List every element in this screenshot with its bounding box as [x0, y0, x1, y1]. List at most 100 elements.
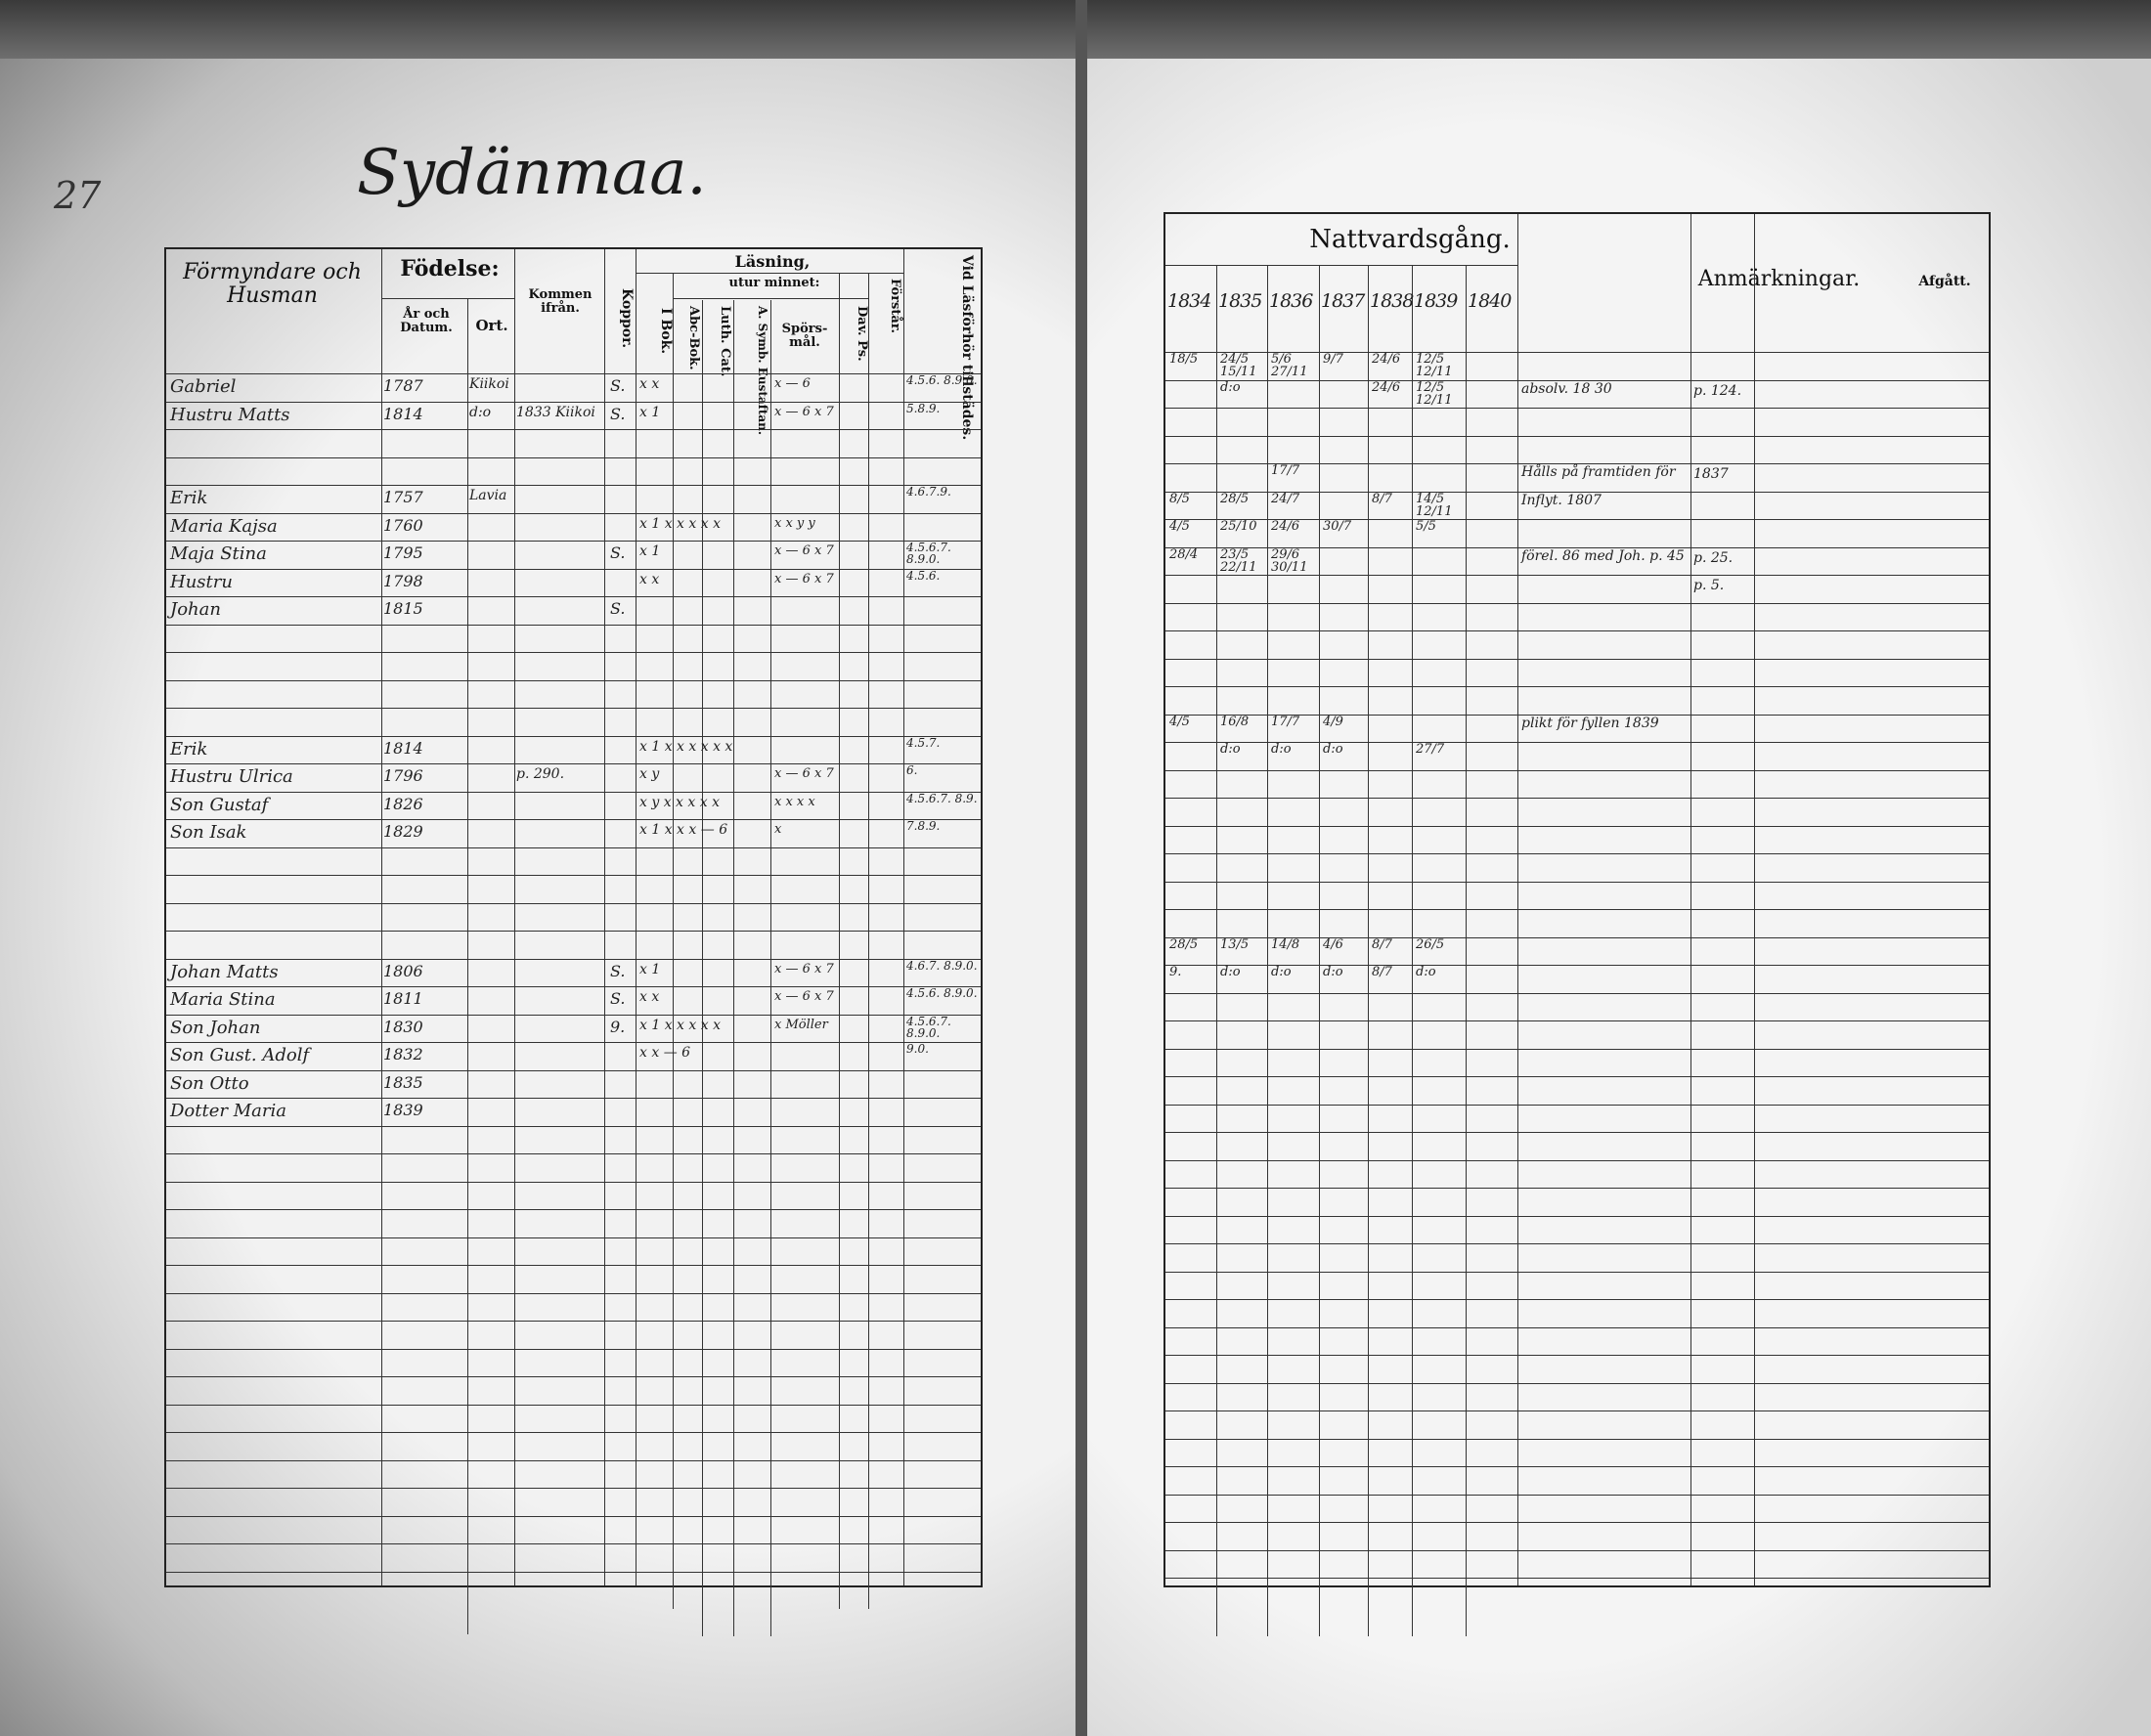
- communion-date: d:o: [1220, 742, 1241, 757]
- entry-departed: 1837: [1693, 466, 1729, 482]
- table-row-line: [1165, 519, 1989, 520]
- header-utur-minnet: utur minnet:: [728, 276, 820, 290]
- rule-line: [1690, 214, 1691, 1585]
- year-header: 1834: [1167, 290, 1211, 312]
- communion-date: 5/6 27/11: [1271, 352, 1308, 379]
- rule-line: [673, 273, 674, 1609]
- entry-name: Son Johan: [170, 1017, 261, 1038]
- header-dav: Dav. Ps.: [855, 306, 869, 362]
- communion-date: 24/5 15/11: [1220, 352, 1257, 379]
- communion-date: d:o: [1220, 965, 1241, 979]
- table-row-line: [1165, 1020, 1989, 1021]
- year-header: 1839: [1414, 290, 1458, 312]
- rule-line: [1754, 214, 1755, 1585]
- communion-date: 8/7: [1372, 965, 1392, 979]
- entry-kommen: 1833 Kiikoi: [516, 404, 595, 420]
- right-page: [1087, 59, 2151, 1736]
- village-title: Sydänmaa.: [357, 137, 707, 209]
- communion-date: 28/4: [1169, 546, 1199, 562]
- table-row-line: [1165, 1522, 1989, 1523]
- entry-sporsmal: x — 6 x 7: [774, 989, 834, 1004]
- communion-date: 25/10: [1220, 519, 1257, 534]
- communion-date: 8/7: [1372, 936, 1392, 952]
- entry-name: Gabriel: [170, 376, 237, 397]
- header-fodelse: Födelse:: [400, 256, 500, 282]
- entry-vid: 4.5.6. 8.9.0.: [906, 986, 978, 1000]
- table-row-line: [1165, 965, 1989, 966]
- entry-vid: 4.6.7. 8.9.0.: [906, 958, 978, 973]
- page-number: 27: [54, 174, 102, 217]
- header-kommen: Kommen ifrån.: [528, 287, 593, 317]
- table-row-line: [166, 958, 981, 960]
- communion-date: 24/6: [1372, 379, 1401, 395]
- communion-date: d:o: [1416, 965, 1436, 979]
- entry-vid: 9.0.: [906, 1042, 929, 1056]
- rule-line: [868, 273, 869, 1609]
- table-row-line: [1165, 1438, 1989, 1440]
- table-row-line: [166, 679, 981, 681]
- entry-name: Hustru Ulrica: [170, 766, 293, 787]
- communion-date: 29/6 30/11: [1271, 546, 1308, 575]
- communion-date: 30/7: [1323, 519, 1352, 534]
- table-row-line: [166, 1459, 981, 1461]
- header-anmarkningar: Anmärkningar.: [1697, 267, 1861, 291]
- entry-name: Maja Stina: [170, 543, 267, 564]
- entry-sporsmal: x — 6 x 7: [774, 404, 834, 419]
- communion-date: 26/5: [1416, 936, 1445, 952]
- entry-born: 1811: [383, 989, 423, 1008]
- table-row-line: [166, 456, 981, 458]
- entry-departed: p. 25.: [1693, 549, 1734, 566]
- table-row-line: [1165, 1410, 1989, 1411]
- rule-line: [1319, 265, 1320, 1636]
- table-row-line: [1165, 575, 1989, 576]
- year-header: 1836: [1269, 290, 1313, 312]
- entry-remark: förel. 86 med Joh. p. 45: [1521, 547, 1685, 564]
- communion-table: Nattvardsgång. Anmärkningar. Afgått. 183…: [1163, 212, 1991, 1636]
- table-row-line: [1165, 1104, 1989, 1106]
- header-lasning: Läsning,: [734, 252, 811, 271]
- table-row-line: [1165, 1549, 1989, 1551]
- communion-date: 4/9: [1323, 714, 1343, 729]
- table-row-line: [1165, 992, 1989, 994]
- table-row-line: [166, 1292, 981, 1294]
- table-row-line: [166, 1404, 981, 1406]
- table-row-line: [1165, 1299, 1989, 1300]
- entry-name: Hustru Matts: [170, 404, 290, 425]
- table-row-line: [166, 846, 981, 848]
- table-row-line: [166, 1488, 981, 1489]
- entry-born: 1760: [383, 515, 423, 535]
- entry-vid: 7.8.9.: [906, 819, 941, 833]
- table-row-line: [166, 1153, 981, 1154]
- entry-born: 1806: [383, 961, 423, 980]
- entry-lasning: x y x x x x x: [639, 794, 720, 810]
- communion-date: 14/5 12/11: [1416, 491, 1453, 519]
- header-ar-datum: År och Datum.: [400, 307, 453, 336]
- table-row-line: [166, 1432, 981, 1433]
- entry-name: Dotter Maria: [170, 1101, 286, 1121]
- entry-born: 1787: [383, 376, 423, 395]
- entry-name: Johan: [170, 599, 221, 620]
- table-row-line: [1165, 379, 1989, 381]
- table-row-line: [166, 735, 981, 737]
- entry-born: 1829: [383, 822, 423, 841]
- table-row-line: [1165, 1578, 1989, 1579]
- entry-koppor: S.: [610, 961, 626, 980]
- entry-lasning: x x: [639, 989, 660, 1005]
- rule-line: [770, 300, 771, 1636]
- header-luth: Luth. Cat.: [718, 306, 732, 377]
- communion-date: 24/7: [1271, 491, 1300, 506]
- entry-vid: 4.6.7.9.: [906, 485, 951, 499]
- rule-line: [636, 249, 637, 1585]
- communion-date: d:o: [1271, 742, 1292, 757]
- table-row-line: [1165, 1215, 1989, 1217]
- entry-born: 1757: [383, 488, 423, 506]
- table-row-line: [1165, 546, 1989, 548]
- table-row-line: [166, 1181, 981, 1183]
- communion-date: 28/5: [1169, 936, 1199, 952]
- entry-vid: 4.5.6. 8.9.0.: [906, 373, 978, 387]
- table-row-line: [166, 1376, 981, 1377]
- entry-born: 1832: [383, 1045, 423, 1063]
- entry-koppor: S.: [610, 989, 626, 1008]
- entry-born: 1795: [383, 543, 423, 562]
- entry-koppor: S.: [610, 376, 626, 395]
